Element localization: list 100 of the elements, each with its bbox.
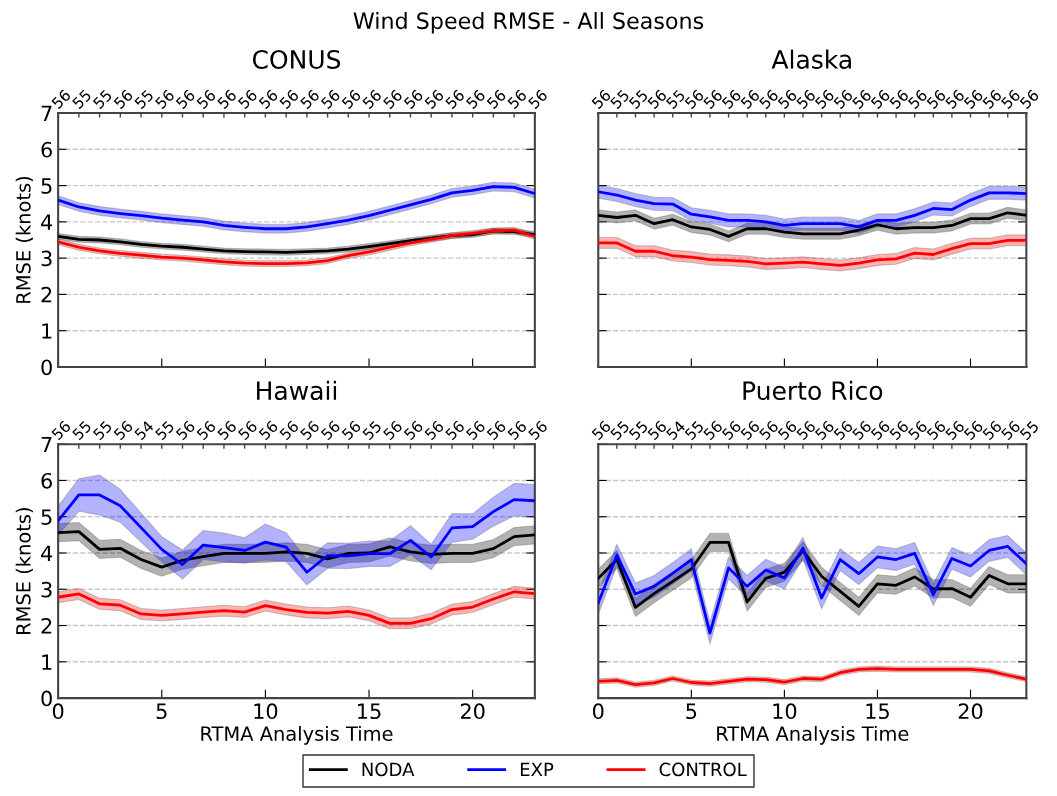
- annotation: 55: [628, 89, 649, 110]
- y-tick-label: 1: [42, 654, 52, 670]
- annotation: 56: [963, 420, 984, 441]
- annotation: 56: [777, 88, 798, 110]
- annotation: 56: [341, 420, 362, 441]
- annotation: 56: [814, 88, 835, 110]
- text: Wind Speed RMSE - All Seasons: [353, 11, 704, 34]
- x-tick-label: 15: [358, 703, 381, 720]
- y-axis-title: RMSE (knots): [15, 176, 33, 303]
- annotation: 55: [665, 89, 686, 110]
- legend-label: EXP: [520, 762, 554, 776]
- y-tick-label: 0: [41, 359, 52, 376]
- annotation: 56: [444, 420, 466, 441]
- annotation: 56: [320, 420, 341, 441]
- x-tick-label: 20: [958, 703, 983, 720]
- y-tick-label: 5: [41, 509, 52, 525]
- annotation: 56: [777, 420, 798, 441]
- legend-label: NODA: [362, 762, 415, 777]
- annotation: 56: [465, 88, 486, 110]
- annotation: 56: [486, 420, 507, 441]
- annotation: 56: [506, 420, 528, 441]
- annotation: 56: [113, 420, 134, 441]
- y-tick-label: 3: [41, 250, 52, 267]
- chart-title: CONUS: [252, 50, 341, 69]
- annotation: 55: [1019, 420, 1040, 441]
- x-axis-title: RTMA Analysis Time: [717, 725, 909, 745]
- x-tick-label: 5: [156, 703, 167, 720]
- annotation: 55: [628, 420, 649, 441]
- annotation: 56: [175, 420, 196, 441]
- legend-label: CONTROL: [659, 762, 747, 777]
- annotation: 56: [196, 88, 217, 110]
- annotation: 56: [237, 420, 258, 441]
- chart-title: Alaska: [771, 49, 851, 69]
- annotation: 56: [50, 88, 72, 110]
- annotation: 56: [758, 88, 779, 110]
- annotation: 56: [721, 420, 742, 441]
- annotation: 55: [609, 89, 630, 110]
- annotation: 56: [237, 88, 258, 110]
- y-tick-label: 6: [41, 472, 52, 489]
- annotation: 56: [113, 88, 134, 110]
- y-tick-label: 2: [41, 618, 52, 634]
- chart-title: Puerto Rico: [743, 380, 883, 401]
- annotation: 56: [403, 420, 424, 441]
- annotation: 56: [758, 420, 779, 441]
- annotation: 55: [71, 420, 92, 441]
- annotation: 56: [50, 420, 72, 441]
- annotation: 56: [403, 88, 424, 110]
- annotation: 56: [382, 420, 403, 441]
- annotation: 56: [382, 88, 403, 110]
- annotation: 56: [486, 88, 507, 110]
- annotation: 55: [609, 420, 630, 441]
- x-tick-label: 20: [460, 703, 485, 720]
- annotation: 56: [527, 88, 549, 110]
- y-tick-label: 5: [41, 178, 52, 194]
- annotation: 56: [444, 88, 466, 110]
- y-tick-label: 4: [41, 545, 53, 561]
- annotation: 55: [71, 89, 92, 110]
- x-tick-label: 5: [686, 703, 697, 720]
- y-tick-label: 7: [41, 436, 52, 453]
- annotation: 56: [424, 88, 445, 110]
- annotation: 56: [527, 420, 549, 441]
- annotation: 56: [424, 420, 445, 441]
- annotation: 54: [134, 420, 155, 441]
- x-tick-label: 15: [866, 703, 889, 720]
- annotation: 55: [361, 420, 382, 441]
- annotation: 56: [907, 420, 928, 441]
- chart-title: Hawaii: [257, 380, 337, 401]
- annotation: 56: [870, 88, 891, 110]
- annotation: 56: [216, 420, 238, 441]
- y-tick-label: 0: [41, 690, 52, 707]
- x-tick-label: 10: [254, 703, 278, 720]
- annotation: 56: [278, 88, 300, 110]
- annotation: 56: [721, 88, 742, 110]
- annotation: 56: [963, 88, 984, 110]
- annotation: 56: [299, 88, 321, 110]
- annotation: 56: [341, 88, 362, 110]
- annotation: 56: [907, 88, 928, 110]
- y-tick-label: 6: [41, 141, 52, 158]
- annotation: 56: [216, 88, 238, 110]
- annotation: 56: [506, 88, 528, 110]
- annotation: 55: [92, 420, 113, 441]
- annotation: 56: [361, 88, 383, 110]
- y-tick-label: 2: [41, 286, 52, 303]
- annotation: 56: [814, 420, 835, 441]
- annotation: 55: [92, 89, 113, 110]
- annotation: 56: [278, 420, 300, 441]
- y-axis-title: RMSE (knots): [15, 508, 33, 634]
- annotation: 56: [258, 88, 279, 110]
- annotation: 56: [1019, 88, 1040, 110]
- annotation: 56: [870, 420, 891, 441]
- y-tick-label: 1: [42, 323, 52, 339]
- annotation: 56: [258, 420, 279, 441]
- y-tick-label: 4: [41, 214, 53, 230]
- y-tick-label: 3: [41, 581, 52, 598]
- x-tick-label: 10: [773, 703, 797, 720]
- annotation: 55: [134, 89, 154, 110]
- x-axis-title: RTMA Analysis Time: [201, 725, 393, 745]
- annotation: 56: [299, 420, 321, 441]
- x-tick-label: 0: [593, 703, 604, 720]
- y-tick-label: 7: [41, 105, 52, 121]
